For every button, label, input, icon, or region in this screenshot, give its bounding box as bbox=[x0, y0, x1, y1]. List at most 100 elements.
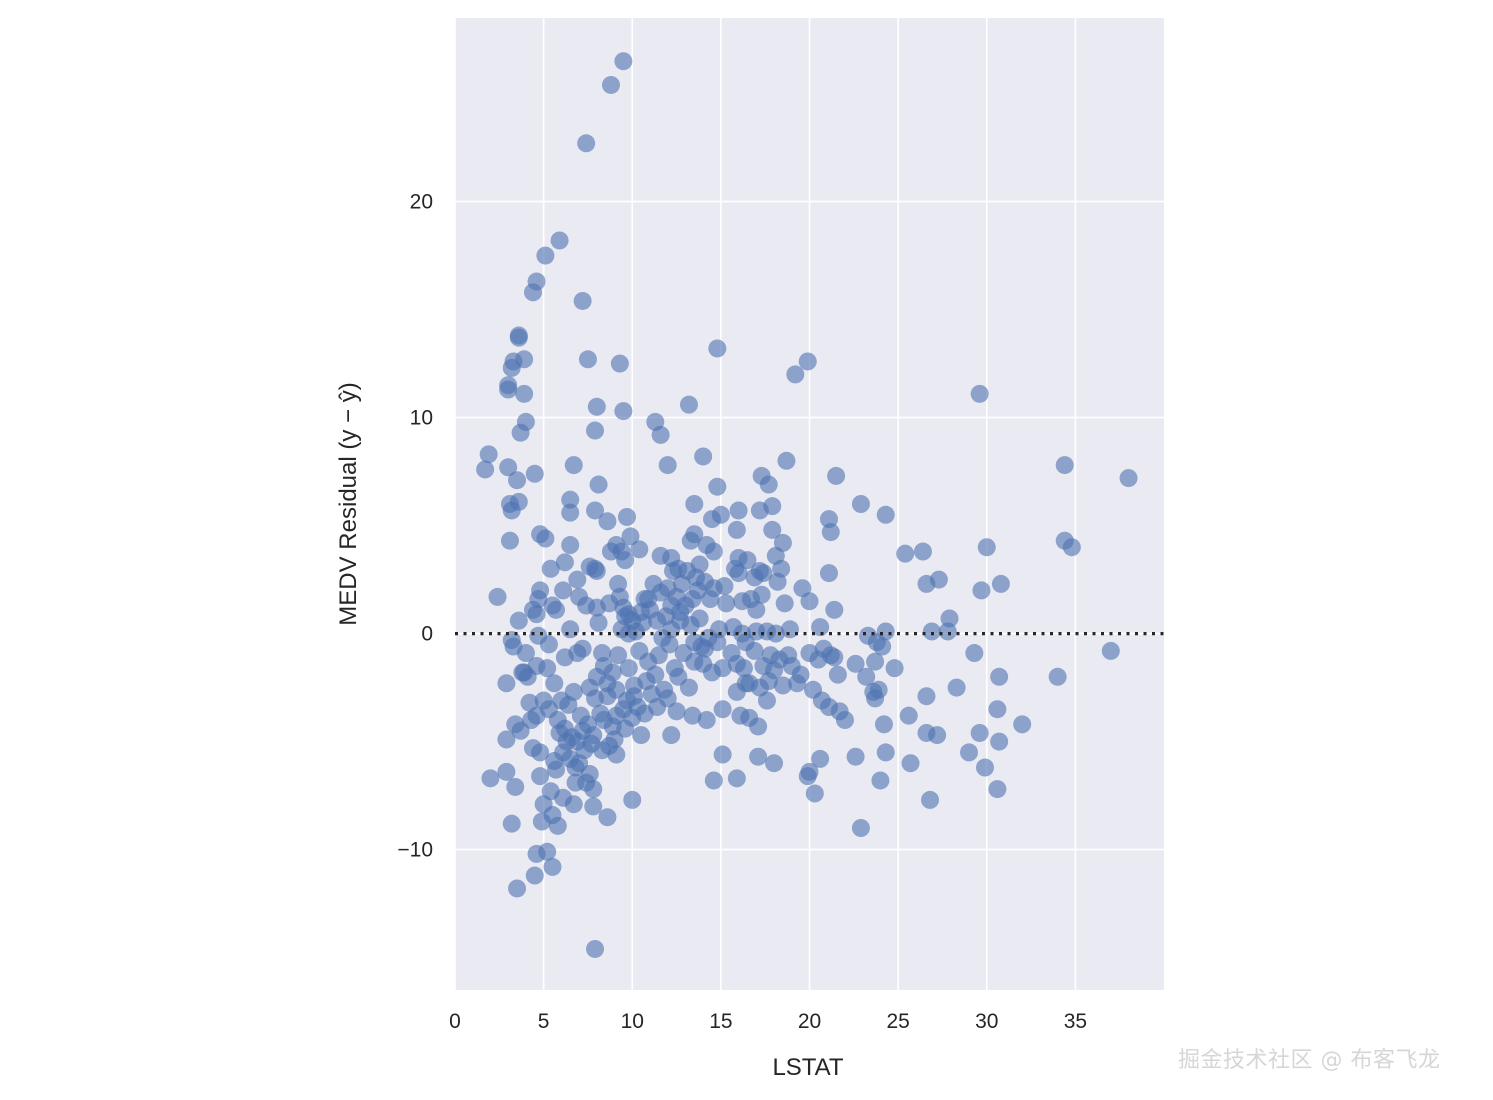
scatter-point bbox=[708, 477, 727, 496]
scatter-point bbox=[508, 471, 527, 490]
scatter-point bbox=[545, 674, 564, 693]
scatter-point bbox=[1062, 538, 1081, 557]
scatter-point bbox=[527, 605, 546, 624]
scatter-point bbox=[851, 819, 870, 837]
scatter-point bbox=[1119, 469, 1138, 488]
scatter-point bbox=[885, 659, 904, 678]
scatter-point bbox=[694, 654, 713, 673]
scatter-point bbox=[727, 769, 746, 788]
scatter-point bbox=[504, 637, 523, 656]
scatter-point bbox=[502, 358, 521, 377]
scatter-point bbox=[786, 365, 805, 384]
scatter-point bbox=[577, 773, 596, 792]
scatter-point bbox=[531, 743, 550, 762]
scatter-point bbox=[658, 689, 677, 708]
scatter-point bbox=[586, 939, 605, 958]
scatter-point bbox=[805, 784, 824, 803]
scatter-point bbox=[538, 659, 557, 678]
scatter-point bbox=[717, 594, 736, 613]
scatter-point bbox=[584, 797, 603, 816]
scatter-point bbox=[866, 652, 885, 671]
scatter-point bbox=[871, 771, 890, 790]
scatter-point bbox=[630, 540, 649, 559]
y-tick-label: 20 bbox=[410, 191, 433, 214]
scatter-point bbox=[990, 732, 1009, 751]
scatter-point bbox=[947, 678, 966, 697]
scatter-point bbox=[561, 503, 580, 522]
scatter-point bbox=[874, 715, 893, 734]
scatter-point bbox=[773, 676, 792, 695]
scatter-point bbox=[773, 533, 792, 552]
scatter-point bbox=[573, 639, 592, 658]
scatter-point bbox=[586, 689, 605, 708]
scatter-point bbox=[779, 646, 798, 665]
scatter-point bbox=[616, 551, 635, 570]
y-tick-label: 0 bbox=[421, 623, 433, 646]
scatter-point bbox=[759, 475, 778, 494]
scatter-point bbox=[508, 879, 527, 898]
x-tick-label: 30 bbox=[975, 1010, 998, 1033]
scatter-point bbox=[550, 231, 569, 250]
scatter-point bbox=[619, 659, 638, 678]
scatter-point bbox=[679, 678, 698, 697]
y-tick-label: 10 bbox=[410, 407, 433, 430]
scatter-point bbox=[960, 743, 979, 762]
scatter-point bbox=[869, 680, 888, 699]
scatter-point bbox=[708, 633, 727, 652]
scatter-point bbox=[571, 706, 590, 725]
scatter-point bbox=[683, 706, 702, 725]
scatter-point bbox=[749, 747, 768, 766]
y-axis-label: MEDV Residual (y − ŷ) bbox=[335, 382, 362, 625]
scatter-point bbox=[536, 529, 555, 548]
scatter-point bbox=[777, 451, 796, 470]
scatter-point bbox=[687, 568, 706, 587]
scatter-point bbox=[825, 600, 844, 619]
scatter-point bbox=[660, 635, 679, 654]
scatter-point bbox=[819, 564, 838, 583]
scatter-point bbox=[857, 667, 876, 686]
scatter-point bbox=[564, 456, 583, 475]
scatter-point bbox=[876, 505, 895, 524]
scatter-point bbox=[928, 726, 947, 745]
scatter-point bbox=[876, 622, 895, 641]
scatter-point bbox=[775, 594, 794, 613]
scatter-point bbox=[757, 691, 776, 710]
scatter-point bbox=[899, 706, 918, 725]
scatter-point bbox=[694, 447, 713, 466]
scatter-point bbox=[479, 445, 498, 464]
scatter-point bbox=[506, 777, 525, 796]
scatter-point bbox=[500, 531, 519, 550]
scatter-point bbox=[917, 687, 936, 706]
scatter-point bbox=[589, 475, 608, 494]
scatter-point bbox=[614, 52, 633, 71]
scatter-point bbox=[991, 574, 1010, 593]
scatter-point bbox=[752, 585, 771, 604]
scatter-point bbox=[672, 574, 691, 593]
scatter-point bbox=[1013, 715, 1032, 734]
scatter-point bbox=[970, 384, 989, 403]
scatter-point bbox=[679, 395, 698, 414]
scatter-point bbox=[664, 561, 683, 580]
scatter-point bbox=[586, 559, 605, 578]
scatter-point bbox=[625, 687, 644, 706]
scatter-point bbox=[635, 590, 654, 609]
scatter-point bbox=[646, 665, 665, 684]
scatter-points bbox=[476, 52, 1138, 958]
watermark-text: 掘金技术社区 @ 布客飞龙 bbox=[1178, 1048, 1441, 1073]
scatter-point bbox=[736, 674, 755, 693]
x-axis-label: LSTAT bbox=[772, 1054, 843, 1081]
scatter-point bbox=[814, 639, 833, 658]
scatter-point bbox=[733, 624, 752, 643]
scatter-point bbox=[509, 328, 528, 347]
scatter-point bbox=[873, 637, 892, 656]
scatter-point bbox=[538, 842, 557, 861]
scatter-point bbox=[828, 665, 847, 684]
scatter-point bbox=[593, 644, 612, 663]
scatter-point bbox=[499, 380, 518, 399]
scatter-point bbox=[603, 663, 622, 682]
scatter-point bbox=[632, 726, 651, 745]
scatter-point bbox=[811, 618, 830, 637]
scatter-point bbox=[586, 501, 605, 520]
scatter-point bbox=[876, 743, 895, 762]
